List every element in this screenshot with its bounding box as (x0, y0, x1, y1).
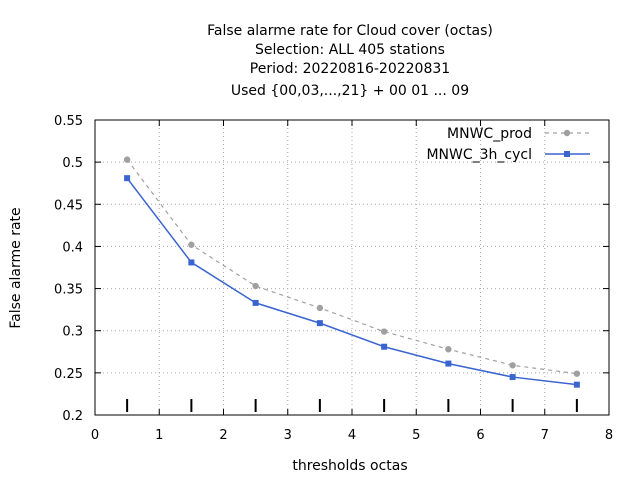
series-MNWC_prod (123, 156, 581, 377)
data-point (316, 320, 323, 327)
legend-label: MNWC_prod (447, 126, 532, 142)
y-tick-label: 0.25 (54, 367, 83, 382)
x-tick-label: 2 (219, 428, 227, 443)
axes: 0 1 2 3 4 5 6 7 8 0.2 0.25 0.3 0.35 0.4 0.45 0.5 0.55 (54, 114, 613, 443)
legend-marker (563, 129, 571, 137)
legend-marker (564, 151, 570, 157)
data-point (123, 156, 131, 163)
y-tick-label: 0.5 (62, 156, 83, 171)
x-tick-label: 0 (91, 428, 99, 443)
title-line-3: Period: 20220816-20220831 (250, 61, 450, 77)
data-point (509, 374, 516, 381)
x-tick-label: 3 (284, 428, 292, 443)
legend-label: MNWC_3h_cycl (426, 147, 532, 163)
x-tick-label: 4 (348, 428, 356, 443)
x-tick-label: 6 (476, 428, 484, 443)
y-tick-label: 0.45 (54, 198, 83, 213)
y-tick-label: 0.55 (54, 114, 83, 129)
y-tick-label: 0.35 (54, 283, 83, 298)
data-point (445, 360, 452, 367)
data-point (252, 299, 259, 306)
x-tick-label: 7 (541, 428, 549, 443)
title-line-2: Selection: ALL 405 stations (255, 42, 445, 58)
data-point (381, 343, 388, 350)
x-axis-label: thresholds octas (292, 458, 407, 474)
data-point (124, 175, 131, 182)
x-tick-label: 1 (155, 428, 163, 443)
data-point (188, 241, 195, 248)
y-tick-label: 0.3 (62, 325, 83, 340)
chart-title: False alarme rate for Cloud cover (octas… (207, 23, 493, 99)
data-point (380, 328, 388, 335)
x-tick-label: 8 (605, 428, 613, 443)
plot-frame (94, 119, 610, 416)
series-layer (123, 156, 581, 388)
grid-lines (95, 120, 609, 415)
data-point (316, 304, 324, 312)
y-axis-label: False alarme rate (8, 207, 24, 328)
series-MNWC_3h_cycl (124, 175, 580, 388)
data-point (509, 362, 516, 369)
data-point (573, 381, 580, 388)
series-line (126, 177, 577, 386)
y-tick-label: 0.2 (62, 409, 83, 424)
y-tick-label: 0.4 (62, 240, 83, 255)
data-point (188, 259, 195, 266)
x-tick-label: 5 (412, 428, 420, 443)
series-line (126, 159, 577, 375)
title-line-1: False alarme rate for Cloud cover (octas… (207, 23, 493, 39)
data-point (445, 346, 452, 353)
legend: MNWC_prod MNWC_3h_cycl (426, 126, 590, 163)
title-line-4: Used {00,03,...,21} + 00 01 ... 09 (231, 83, 469, 99)
data-point (252, 282, 259, 290)
data-point (573, 370, 581, 377)
